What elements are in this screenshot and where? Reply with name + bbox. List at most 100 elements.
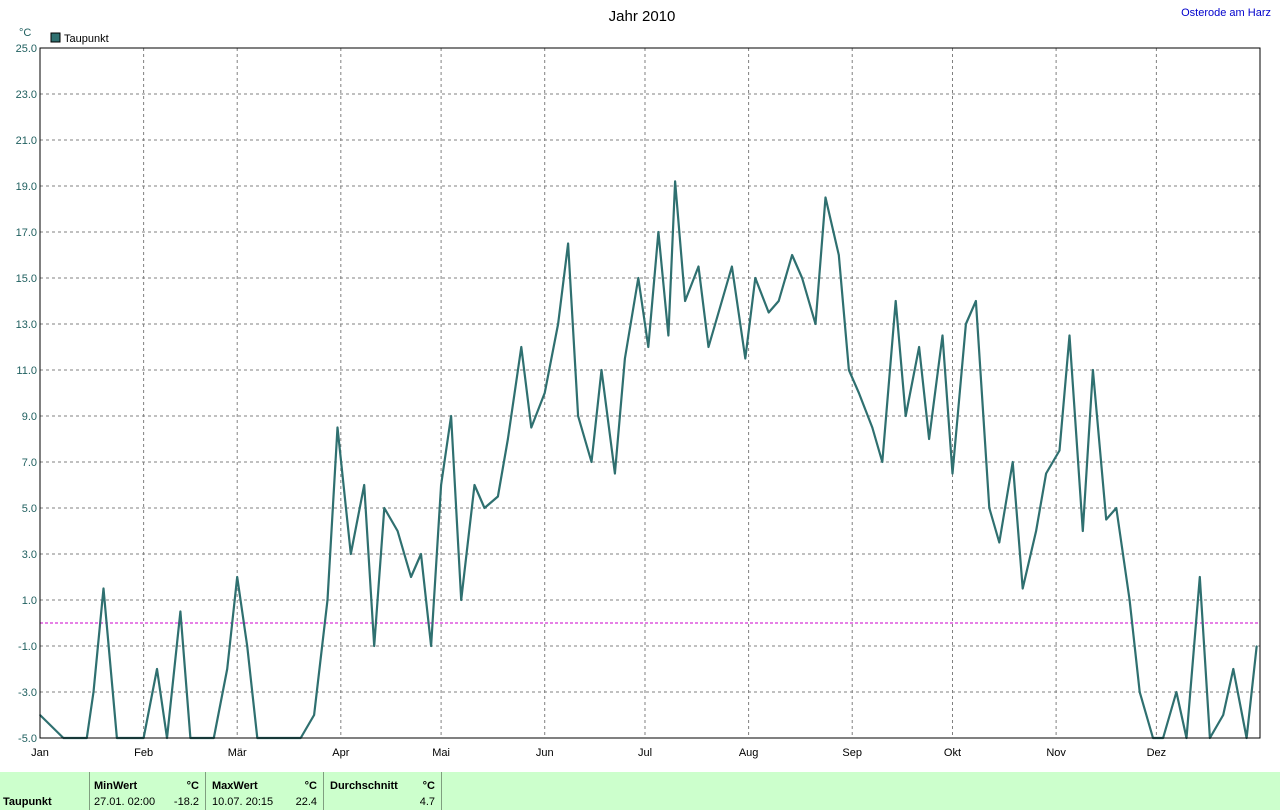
plot-frame	[39, 47, 1261, 739]
data-point	[744, 357, 747, 360]
data-point	[667, 334, 670, 337]
data-point	[1092, 369, 1094, 371]
min-value: -18.2	[173, 796, 199, 808]
data-point	[731, 265, 733, 268]
series-group	[39, 180, 1258, 740]
data-point	[848, 369, 850, 371]
data-point	[1082, 530, 1084, 532]
data-point	[637, 277, 640, 279]
data-point	[543, 392, 546, 394]
y-tick-label: 17.0	[16, 227, 37, 239]
data-point	[975, 300, 977, 302]
data-point	[941, 334, 944, 337]
data-point	[1175, 691, 1178, 693]
x-tick-label: Apr	[332, 747, 349, 759]
data-point	[600, 369, 603, 371]
data-point	[156, 668, 158, 670]
data-point	[1045, 472, 1047, 475]
data-point	[697, 265, 700, 268]
stats-row-label: Taupunkt	[3, 796, 52, 808]
legend-swatch	[50, 32, 61, 43]
data-point	[520, 346, 523, 348]
x-tick-label: Mär	[228, 747, 247, 759]
data-point	[226, 668, 228, 670]
data-point	[590, 461, 593, 463]
data-point	[614, 472, 616, 475]
data-point	[179, 610, 182, 613]
avg-value: 4.7	[419, 796, 435, 808]
data-point	[1138, 691, 1141, 693]
data-point	[430, 645, 432, 647]
data-point	[838, 254, 840, 256]
data-point	[557, 323, 559, 325]
data-point	[767, 311, 770, 314]
data-point	[410, 576, 412, 578]
y-tick-label: 23.0	[16, 89, 37, 101]
x-tick-label: Aug	[739, 747, 759, 759]
data-point	[1255, 645, 1258, 647]
data-point	[1232, 668, 1235, 670]
data-point	[824, 196, 827, 199]
statistics-bar: Taupunkt MinWert °C 27.01. 02:00 -18.2 M…	[0, 772, 1280, 810]
data-point	[918, 346, 920, 348]
data-point	[871, 426, 874, 429]
data-point	[965, 323, 967, 325]
y-tick-label: 3.0	[22, 549, 37, 561]
x-tick-label: Mai	[432, 747, 450, 759]
data-point	[420, 553, 422, 555]
avg-header: Durchschnitt	[330, 780, 398, 792]
legend-label: Taupunkt	[64, 33, 109, 45]
min-time: 27.01. 02:00	[94, 796, 156, 808]
data-point	[1105, 518, 1107, 521]
y-tick-label: 1.0	[22, 595, 37, 607]
data-point	[326, 599, 329, 601]
y-tick-label: -3.0	[18, 687, 37, 699]
data-point	[998, 541, 1001, 544]
x-tick-label: Nov	[1046, 747, 1066, 759]
data-point	[894, 300, 897, 302]
data-point	[1128, 599, 1131, 601]
x-axis-ticks: Jan Feb Mär Apr Mai Jun Jul Aug Sep Okt Nov Dez	[31, 747, 1166, 759]
data-point	[497, 495, 499, 498]
data-point	[988, 507, 991, 509]
data-point	[440, 484, 442, 486]
data-point	[674, 180, 676, 183]
avg-unit: °C	[422, 780, 435, 792]
data-point	[460, 599, 463, 601]
data-point	[530, 426, 533, 429]
data-point	[383, 507, 386, 509]
data-point	[881, 461, 884, 463]
min-header: MinWert	[94, 780, 138, 792]
data-point	[657, 231, 660, 233]
stats-row-label-cell: Taupunkt	[0, 772, 90, 810]
y-tick-label: -5.0	[18, 733, 37, 745]
data-point	[1021, 587, 1024, 590]
data-point	[1068, 334, 1071, 337]
data-point	[1222, 714, 1224, 716]
data-point	[1115, 507, 1118, 509]
data-point	[624, 357, 626, 360]
max-value: 22.4	[295, 796, 317, 808]
data-point	[577, 415, 579, 417]
avg-cell: Durchschnitt °C 4.7	[324, 772, 442, 810]
data-point	[246, 645, 248, 647]
y-axis-unit: °C	[19, 27, 31, 39]
y-tick-label: 13.0	[16, 319, 37, 331]
data-point	[313, 714, 315, 716]
y-tick-label: 7.0	[22, 457, 37, 469]
data-point	[777, 300, 780, 302]
data-point	[858, 392, 860, 394]
chart-area: Jahr 2010 Osterode am Harz °C Taupunkt 2…	[16, 7, 1271, 759]
y-tick-label: 11.0	[16, 365, 37, 377]
max-header: MaxWert	[212, 780, 258, 792]
data-point	[951, 472, 954, 475]
y-tick-label: -1.0	[18, 641, 37, 653]
grid	[40, 48, 1260, 738]
data-point	[721, 300, 723, 302]
x-tick-label: Feb	[134, 747, 153, 759]
y-axis-ticks: 25.0 23.0 21.0 19.0 17.0 15.0 13.0 11.0 9.0 7.0 5.…	[16, 43, 37, 745]
x-tick-label: Jan	[31, 747, 49, 759]
data-point	[567, 242, 569, 245]
max-unit: °C	[304, 780, 317, 792]
series-line-taupunkt	[39, 180, 1258, 740]
